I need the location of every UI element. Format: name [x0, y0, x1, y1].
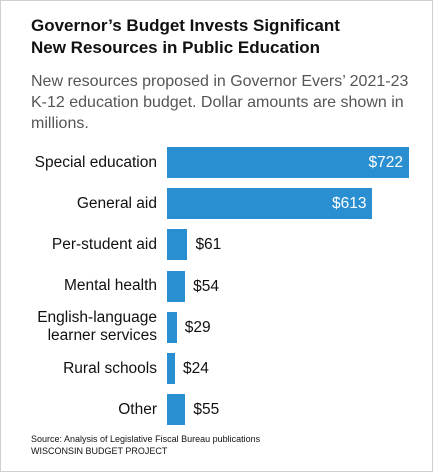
bar	[167, 229, 188, 261]
category-label: English-language learner services	[37, 309, 157, 345]
bar	[167, 311, 177, 343]
bar	[167, 147, 409, 178]
bar	[167, 270, 186, 302]
bar	[167, 394, 186, 426]
value-label: $24	[183, 360, 209, 377]
source-note: Source: Analysis of Legislative Fiscal B…	[31, 434, 261, 444]
category-label: Rural schools	[63, 359, 157, 377]
bar	[167, 188, 373, 220]
category-label: Other	[118, 400, 157, 418]
chart-title: Governor’s Budget Invests Significant Ne…	[31, 16, 340, 57]
value-label: $55	[193, 401, 220, 419]
category-label: Mental health	[63, 277, 157, 295]
chart-subtitle: New resources proposed in Governor Evers…	[31, 73, 409, 132]
category-label: Per-student aid	[51, 235, 157, 253]
value-label: $29	[184, 318, 211, 336]
category-label: Special education	[34, 153, 157, 171]
category-label: General aid	[76, 194, 157, 212]
value-label: $613	[331, 195, 367, 213]
credit: WISCONSIN BUDGET PROJECT	[31, 446, 168, 456]
value-label: $54	[193, 277, 219, 295]
value-label: $61	[195, 236, 222, 254]
bar	[167, 353, 176, 384]
value-label: $722	[368, 154, 403, 171]
